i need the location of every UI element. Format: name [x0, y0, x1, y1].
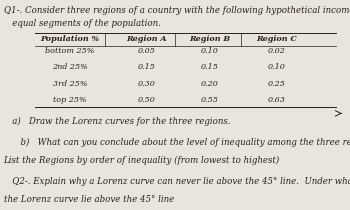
Text: List the Regions by order of inequality (from lowest to highest): List the Regions by order of inequality …: [4, 156, 280, 165]
Text: 0.15: 0.15: [138, 63, 156, 71]
Text: Q2-. Explain why a Lorenz curve can never lie above the 45° line.  Under what ci: Q2-. Explain why a Lorenz curve can neve…: [4, 177, 350, 186]
Text: 3rd 25%: 3rd 25%: [53, 80, 87, 88]
Text: Population %: Population %: [41, 35, 99, 43]
Text: Region B: Region B: [189, 35, 231, 43]
Text: 0.02: 0.02: [267, 47, 286, 55]
Text: 0.25: 0.25: [267, 80, 286, 88]
Text: a)   Draw the Lorenz curves for the three regions.: a) Draw the Lorenz curves for the three …: [4, 117, 230, 126]
Text: 0.10: 0.10: [201, 47, 219, 55]
Text: 0.10: 0.10: [267, 63, 286, 71]
Text: 0.20: 0.20: [201, 80, 219, 88]
Text: Region C: Region C: [256, 35, 297, 43]
Text: b)   What can you conclude about the level of inequality among the three regions: b) What can you conclude about the level…: [4, 138, 350, 147]
Text: 2nd 25%: 2nd 25%: [52, 63, 88, 71]
Text: 0.55: 0.55: [201, 96, 219, 104]
Text: 0.50: 0.50: [138, 96, 156, 104]
Text: 0.30: 0.30: [138, 80, 156, 88]
Text: top 25%: top 25%: [53, 96, 87, 104]
Text: 0.15: 0.15: [201, 63, 219, 71]
Text: bottom 25%: bottom 25%: [45, 47, 95, 55]
Text: equal segments of the population.: equal segments of the population.: [4, 19, 160, 28]
Text: 0.63: 0.63: [267, 96, 286, 104]
Text: the Lorenz curve lie above the 45° line: the Lorenz curve lie above the 45° line: [4, 195, 174, 204]
Text: Region A: Region A: [127, 35, 167, 43]
Text: 0.05: 0.05: [138, 47, 156, 55]
Text: Q1-. Consider three regions of a country with the following hypothetical income : Q1-. Consider three regions of a country…: [4, 6, 350, 15]
